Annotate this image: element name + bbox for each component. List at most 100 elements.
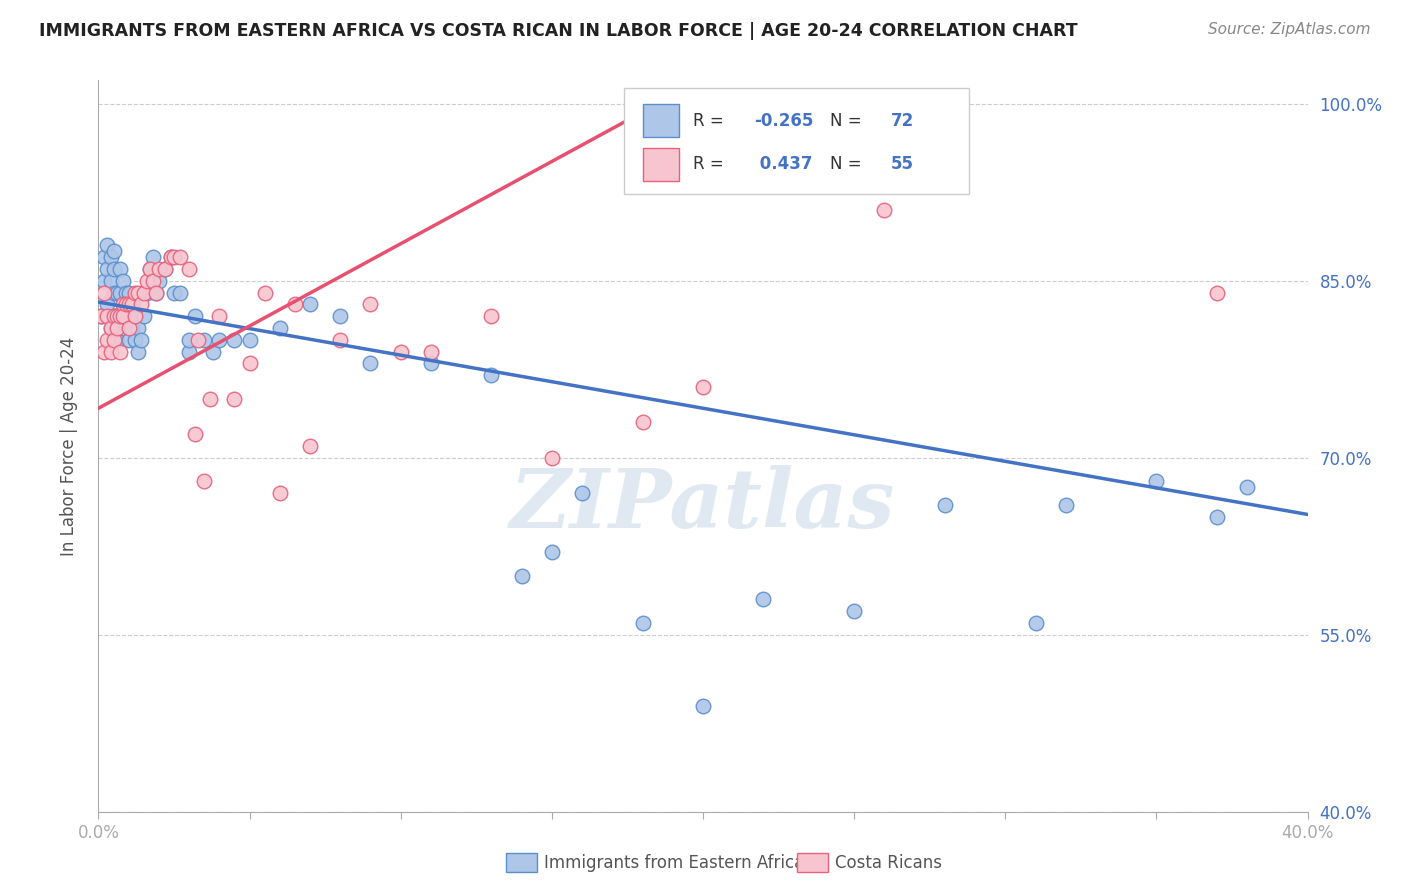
Point — [1236, 480, 1258, 494]
Point — [934, 498, 956, 512]
Point — [111, 297, 134, 311]
Point — [1054, 498, 1077, 512]
Point — [148, 274, 170, 288]
Point — [142, 250, 165, 264]
Point — [540, 450, 562, 465]
Point — [100, 344, 122, 359]
Point — [124, 333, 146, 347]
Point — [108, 310, 131, 324]
Point — [108, 262, 131, 277]
Point — [160, 250, 183, 264]
Text: 72: 72 — [890, 112, 914, 129]
Point — [118, 310, 141, 324]
Point — [844, 604, 866, 618]
Point — [1144, 475, 1167, 489]
Y-axis label: In Labor Force | Age 20-24: In Labor Force | Age 20-24 — [59, 336, 77, 556]
Point — [163, 285, 186, 300]
Point — [124, 310, 146, 324]
Point — [135, 274, 157, 288]
Point — [142, 274, 165, 288]
Point — [160, 250, 183, 264]
Point — [153, 262, 176, 277]
Text: 55: 55 — [890, 155, 914, 173]
Point — [121, 297, 143, 311]
Text: N =: N = — [830, 112, 868, 129]
Point — [184, 427, 207, 442]
Point — [127, 321, 149, 335]
Point — [208, 310, 231, 324]
Point — [93, 274, 115, 288]
Point — [103, 244, 125, 259]
Point — [129, 297, 152, 311]
Point — [145, 285, 167, 300]
Point — [139, 262, 162, 277]
Point — [135, 285, 157, 300]
Point — [329, 333, 352, 347]
Point — [108, 285, 131, 300]
Point — [1206, 285, 1229, 300]
Point — [103, 310, 125, 324]
Point — [420, 356, 443, 370]
Point — [360, 297, 382, 311]
Point — [571, 486, 593, 500]
Point — [692, 698, 714, 713]
Point — [239, 333, 262, 347]
FancyBboxPatch shape — [624, 87, 969, 194]
Point — [179, 344, 201, 359]
Bar — [643, 148, 679, 181]
Point — [105, 285, 128, 300]
Point — [90, 310, 112, 324]
Bar — [643, 104, 679, 137]
Point — [105, 310, 128, 324]
Point — [193, 333, 215, 347]
Point — [224, 333, 246, 347]
Point — [111, 274, 134, 288]
Point — [184, 310, 207, 324]
Point — [96, 297, 118, 311]
Point — [100, 274, 122, 288]
Point — [118, 285, 141, 300]
Point — [127, 285, 149, 300]
Point — [873, 202, 896, 217]
Point — [193, 475, 215, 489]
Point — [169, 285, 191, 300]
Point — [1024, 615, 1046, 630]
Point — [111, 297, 134, 311]
Point — [139, 262, 162, 277]
Point — [93, 344, 115, 359]
Point — [631, 416, 654, 430]
Point — [124, 285, 146, 300]
Text: R =: R = — [693, 155, 730, 173]
Point — [692, 380, 714, 394]
Text: -0.265: -0.265 — [754, 112, 813, 129]
Point — [631, 615, 654, 630]
Point — [114, 310, 136, 324]
Text: ZIPatlas: ZIPatlas — [510, 465, 896, 544]
Point — [389, 344, 412, 359]
Point — [129, 333, 152, 347]
Point — [108, 310, 131, 324]
Point — [124, 310, 146, 324]
Point — [96, 310, 118, 324]
Point — [103, 333, 125, 347]
Text: N =: N = — [830, 155, 868, 173]
Point — [148, 262, 170, 277]
Point — [90, 310, 112, 324]
Point — [105, 333, 128, 347]
Point — [224, 392, 246, 406]
Point — [179, 262, 201, 277]
Point — [329, 310, 352, 324]
Point — [179, 333, 201, 347]
Point — [118, 310, 141, 324]
Point — [510, 568, 533, 582]
Point — [93, 250, 115, 264]
Point — [420, 344, 443, 359]
Point — [239, 356, 262, 370]
Point — [253, 285, 276, 300]
Text: Costa Ricans: Costa Ricans — [835, 854, 942, 871]
Text: R =: R = — [693, 112, 730, 129]
Point — [114, 297, 136, 311]
Point — [269, 321, 291, 335]
Point — [118, 333, 141, 347]
Text: 0.437: 0.437 — [754, 155, 813, 173]
